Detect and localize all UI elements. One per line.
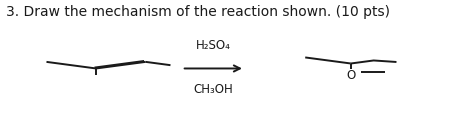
Text: CH₃OH: CH₃OH	[193, 83, 233, 96]
Text: O: O	[346, 69, 356, 82]
Text: 3. Draw the mechanism of the reaction shown. (10 pts): 3. Draw the mechanism of the reaction sh…	[6, 5, 390, 19]
Text: H₂SO₄: H₂SO₄	[196, 39, 231, 52]
